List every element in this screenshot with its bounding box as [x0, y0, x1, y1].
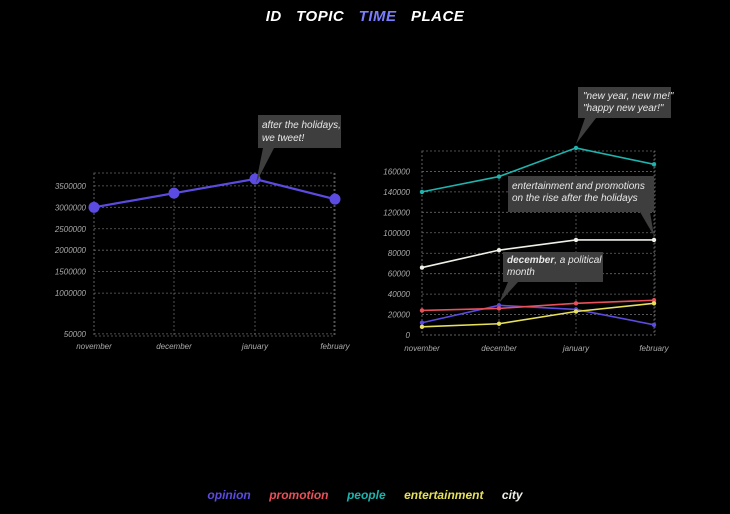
y-tick-label: 160000: [383, 167, 410, 176]
annotation-text: after the holidays,: [262, 120, 341, 131]
y-tick-label: 3000000: [55, 203, 87, 212]
data-point-city: [419, 265, 425, 270]
y-tick-label: 1500000: [55, 268, 87, 277]
annotation-box: [503, 252, 603, 282]
y-tick-label: 80000: [388, 249, 411, 258]
data-point-opinion: [496, 303, 502, 308]
legend-item-promotion[interactable]: promotion: [269, 488, 329, 502]
annotation-pointer: [256, 148, 274, 183]
y-tick-label: 50000: [64, 330, 87, 339]
y-tick-label: 40000: [388, 290, 411, 299]
data-point-entertainment: [573, 309, 579, 314]
y-tick-label: 60000: [388, 270, 411, 279]
data-point-city: [573, 237, 579, 243]
x-tick-label: february: [639, 344, 669, 353]
y-tick-label: 2500000: [54, 225, 87, 234]
legend-item-opinion[interactable]: opinion: [207, 488, 251, 502]
data-point-people: [419, 189, 425, 195]
x-tick-label: november: [76, 342, 112, 351]
data-point-people: [573, 145, 579, 151]
annotation-text: december, a political: [507, 255, 602, 266]
data-point-entertainment: [496, 321, 502, 326]
annotation-pointer: [576, 118, 596, 144]
x-tick-label: november: [404, 344, 440, 353]
y-tick-label: 120000: [383, 208, 410, 217]
data-point-city: [496, 247, 502, 253]
annotation-text: "happy new year!": [583, 103, 664, 114]
series-line-entertainment: [421, 302, 655, 328]
legend-item-people[interactable]: people: [346, 488, 386, 502]
x-tick-label: february: [320, 342, 350, 351]
annotation-text: we tweet!: [262, 133, 304, 144]
x-tick-label: january: [562, 344, 590, 353]
data-point-entertainment: [419, 324, 425, 330]
nav-tab-id[interactable]: ID: [265, 8, 282, 25]
series-line: [93, 177, 336, 209]
series-line-people: [421, 147, 655, 193]
x-tick-label: december: [481, 344, 517, 353]
data-point: [329, 193, 341, 205]
annotation-text: month: [507, 267, 535, 278]
y-tick-label: 100000: [383, 229, 410, 238]
legend-item-entertainment[interactable]: entertainment: [404, 488, 484, 502]
y-tick-label: 3500000: [55, 182, 87, 191]
data-point-promotion: [651, 298, 657, 303]
series-line-city: [421, 239, 654, 269]
series-line-opinion: [421, 304, 655, 326]
legend-item-city[interactable]: city: [501, 488, 523, 502]
y-tick-label: 1000000: [55, 289, 87, 298]
data-point-promotion: [419, 308, 425, 313]
nav-tab-topic[interactable]: TOPIC: [296, 8, 345, 25]
annotation-box: [508, 176, 654, 212]
annotation-text: on the rise after the holidays: [512, 193, 638, 204]
y-tick-label: 0: [406, 331, 411, 340]
y-tick-label: 140000: [383, 188, 410, 197]
y-tick-label: 2000000: [54, 246, 87, 255]
topic-nav: ID TOPIC TIME PLACE: [0, 8, 730, 26]
data-point-people: [496, 174, 502, 179]
chart-total-tweets: 50000 1000000 1500000 2000000 2500000 3000000…: [54, 115, 351, 351]
data-point-people: [651, 162, 657, 167]
nav-tab-place[interactable]: PLACE: [410, 8, 465, 25]
legend: opinion promotion people entertainment c…: [0, 486, 730, 504]
data-point-opinion: [651, 322, 657, 327]
annotation-box: [578, 87, 671, 118]
data-point-city: [651, 237, 657, 243]
annotation-box: [258, 115, 341, 148]
y-tick-label: 20000: [387, 311, 411, 320]
x-tick-label: december: [156, 342, 192, 351]
data-point-opinion: [419, 320, 425, 325]
nav-tab-time[interactable]: TIME: [358, 8, 397, 25]
plot-frame: [93, 172, 335, 337]
data-point: [88, 201, 100, 213]
data-point-promotion: [573, 301, 579, 306]
data-point-promotion: [496, 306, 502, 311]
series-line-promotion: [421, 299, 655, 312]
x-tick-label: january: [241, 342, 269, 351]
annotation-pointer: [499, 282, 518, 303]
annotation-text: entertainment and promotions: [512, 181, 645, 192]
data-point: [168, 187, 180, 199]
annotation-pointer: [640, 212, 654, 236]
chart-tweets-by-topic: 0 20000 40000 60000 80000 100000 120000 140000 1…: [383, 87, 674, 353]
data-point-entertainment: [651, 301, 657, 306]
annotation-text: "new year, new me!": [583, 91, 674, 102]
